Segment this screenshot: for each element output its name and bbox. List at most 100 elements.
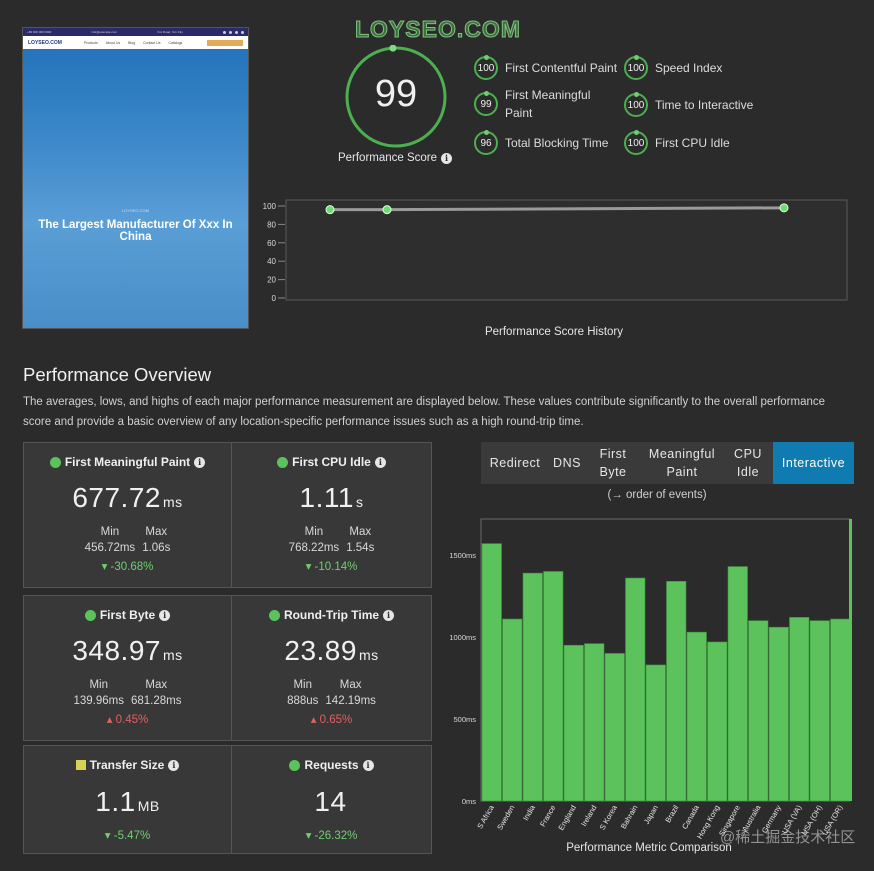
bar[interactable] [584, 643, 605, 802]
card-title: Round-Trip Time i [232, 608, 431, 622]
card-value-number: 23.89 [284, 635, 357, 666]
overview-description: The averages, lows, and highs of each ma… [23, 396, 826, 428]
metric-label: Time to Interactive [655, 98, 754, 112]
bar[interactable] [502, 618, 523, 802]
bar[interactable] [604, 653, 625, 802]
status-dot-icon [84, 609, 96, 621]
preview-social-icons [222, 30, 244, 34]
metric-score-circle: 96 [474, 130, 498, 155]
preview-email: info@example.com [91, 30, 118, 34]
card-title: Transfer Size i [24, 758, 231, 772]
bar-ytick-label: 1000ms [449, 633, 476, 642]
card-title: First Byte i [24, 608, 231, 622]
card-min: Min 888us [287, 677, 318, 709]
performance-score-label-text: Performance Score [337, 152, 438, 164]
preview-hero-title: The Largest Manufacturer Of Xxx In China [38, 219, 233, 243]
tab-meaningful-paint[interactable]: Meaningful Paint [648, 447, 716, 479]
bar[interactable] [768, 626, 789, 802]
info-icon[interactable]: i [374, 456, 386, 468]
card-max: Max 1.54s [346, 524, 374, 556]
card-value: 348.97 ms [24, 635, 231, 667]
card-value: 677.72 ms [24, 482, 231, 514]
bar-xtick-label: France [538, 804, 557, 829]
history-ytick-label: 100 [263, 202, 277, 211]
tab-first-byte[interactable]: First Byte [599, 447, 627, 479]
history-point[interactable] [382, 205, 392, 215]
card-min: Min 768.22ms [289, 524, 340, 556]
card-min-max: Min 456.72ms Max 1.06s [24, 524, 231, 556]
bar[interactable] [707, 641, 728, 802]
info-icon[interactable]: i [362, 759, 374, 771]
card-value-unit: ms [162, 494, 183, 510]
card-max-label: Max [145, 526, 168, 538]
card-max-label: Max [349, 526, 372, 538]
metric-time-to-interactive: 100 Time to Interactive [624, 92, 754, 117]
history-ytick-label: 60 [267, 239, 276, 248]
card-value: 1.1 MB [24, 786, 231, 818]
preview-topbar: +86 000 000 0000 info@example.com Xxx Ro… [23, 28, 248, 36]
bar[interactable] [748, 620, 769, 802]
info-icon[interactable]: i [194, 456, 206, 468]
metric-score-circle: 99 [474, 91, 498, 116]
history-ytick-label: 80 [267, 220, 276, 229]
bar[interactable] [809, 620, 830, 802]
card-max: Max 1.06s [142, 524, 170, 556]
performance-score-value: 99 [374, 73, 418, 115]
tab-redirect[interactable]: Redirect [489, 456, 541, 470]
bar[interactable] [645, 664, 666, 802]
card-title-text: First Meaningful Paint [64, 455, 191, 469]
history-point[interactable] [779, 203, 789, 213]
info-icon[interactable]: i [383, 609, 395, 621]
bar-xtick-label: Bahrain [619, 804, 640, 831]
tab-cpu-idle[interactable]: CPU Idle [734, 447, 762, 479]
bar[interactable] [563, 644, 584, 802]
performance-score-label: Performance Score i [330, 152, 460, 164]
metric-score-circle: 100 [624, 92, 648, 117]
bar[interactable] [481, 543, 502, 802]
card-title-text: First Byte [99, 608, 156, 622]
info-icon[interactable]: i [441, 152, 453, 164]
preview-hero-kicker: LOYSEO.COM [122, 208, 149, 213]
bar[interactable] [686, 631, 707, 802]
info-icon[interactable]: i [159, 609, 171, 621]
bar[interactable] [543, 571, 564, 802]
card-value: 14 [232, 786, 431, 818]
bar[interactable] [666, 581, 687, 802]
bar[interactable] [625, 577, 646, 802]
bar-xtick-label: India [521, 803, 537, 822]
status-dot-icon [268, 609, 280, 621]
history-point[interactable] [325, 205, 335, 215]
bar[interactable] [830, 618, 851, 802]
score-history-chart: 100 80 60 40 20 0 [263, 199, 848, 303]
card-value-number: 1.11 [299, 482, 354, 513]
card-change: ▾ -26.32% [305, 830, 358, 842]
info-icon[interactable]: i [168, 759, 180, 771]
card-value: 1.11 s [232, 482, 431, 514]
card-title-text: Requests [304, 758, 359, 772]
tab-interactive[interactable]: Interactive [773, 442, 854, 484]
preview-phone: +86 000 000 0000 [27, 30, 52, 34]
bar-xtick-label: England [556, 804, 578, 832]
metric-label: Speed Index [655, 61, 723, 75]
metric-score-circle: 100 [624, 130, 648, 155]
bar[interactable] [522, 572, 543, 802]
card-value-unit: ms [162, 647, 183, 663]
preview-logo: LOYSEO.COM [28, 39, 62, 46]
bar-xtick-label: Brazil [663, 803, 680, 824]
card-max-label: Max [339, 679, 362, 691]
card-value-number: 677.72 [72, 482, 161, 513]
card-min-label: Min [304, 526, 324, 538]
card-change: ▴ 0.65% [310, 714, 353, 726]
card-max-label: Max [145, 679, 168, 691]
event-tabs: Redirect DNS First Byte Meaningful Paint… [481, 442, 854, 484]
card-title: First Meaningful Paint i [24, 455, 231, 469]
preview-nav-item: About Us [105, 40, 121, 45]
card-value-unit: MB [137, 798, 160, 814]
tab-dns[interactable]: DNS [553, 456, 581, 470]
card-min-label: Min [100, 526, 120, 538]
bar[interactable] [727, 566, 748, 802]
history-ytick-label: 20 [267, 276, 276, 285]
card-min-max: Min 888us Max 142.19ms [232, 677, 431, 709]
bar[interactable] [789, 617, 810, 802]
card-min-value: 139.96ms [73, 695, 124, 707]
